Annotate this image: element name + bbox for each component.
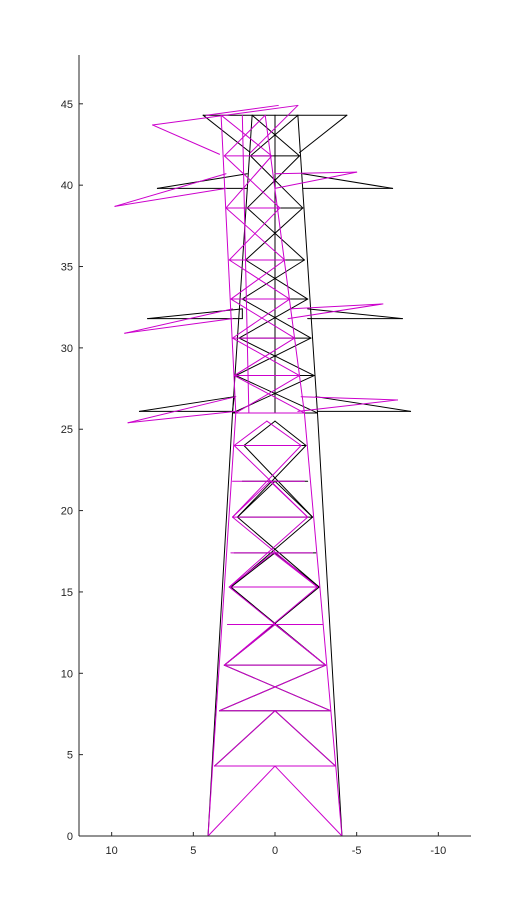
series-0-segment-51 [251, 114, 300, 157]
series-0-segment-0 [207, 412, 234, 837]
series-1-segment-11 [207, 765, 276, 837]
series-1-segment-62 [287, 303, 384, 320]
series-1-segment-64 [114, 187, 227, 207]
series-0-segment-69 [299, 114, 348, 154]
series-0-segment-41 [238, 337, 315, 377]
series-1-segment-67 [152, 104, 299, 126]
series-0-segment-53 [138, 396, 235, 412]
series-1-segment-41 [233, 375, 305, 414]
y-tick-label: 0 [67, 831, 73, 843]
series-1-segment-13 [214, 710, 276, 767]
series-0-segment-65 [302, 173, 394, 189]
series-1-segment-66 [274, 171, 358, 189]
series-1-segment-45 [230, 298, 296, 339]
series-1-segment-59 [124, 308, 234, 334]
series-1-segment-70 [205, 104, 279, 116]
series-1-segment-30 [266, 420, 302, 446]
series-1-segment-54 [241, 114, 250, 414]
series-0-segment-61 [307, 308, 403, 320]
series-0-segment-43 [241, 298, 312, 339]
series-1-segment-29 [233, 420, 268, 446]
y-tick-label: 15 [61, 587, 73, 599]
series-1-segment-51 [223, 155, 281, 209]
series-0 [138, 114, 412, 837]
series-1-segment-56 [127, 410, 237, 424]
series-0-segment-46 [245, 207, 304, 261]
series-layer [114, 104, 412, 837]
series-1-segment-32 [264, 114, 305, 414]
x-tick-label: 10 [106, 845, 118, 857]
series-0-segment-49 [250, 155, 304, 209]
series-1-segment-57 [300, 396, 398, 401]
series-1-segment-61 [289, 303, 384, 310]
series-0-segment-48 [246, 155, 300, 209]
x-tick-label: 0 [272, 845, 278, 857]
series-1-segment-65 [274, 171, 358, 175]
y-tick-label: 5 [67, 750, 73, 762]
series-1-segment-43 [232, 337, 300, 377]
y-tick-label: 45 [61, 99, 73, 111]
y-tick-label: 35 [61, 262, 73, 274]
y-tick-label: 30 [61, 343, 73, 355]
series-0-segment-45 [245, 259, 309, 300]
series-1-segment-23 [228, 516, 309, 588]
series-1-segment-48 [228, 207, 281, 261]
series-1-segment-28 [233, 445, 309, 518]
series-1-segment-27 [232, 445, 302, 518]
series-1-segment-20 [228, 586, 327, 666]
series-0-segment-55 [232, 396, 235, 412]
series-0-segment-47 [246, 207, 305, 261]
series-1-segment-47 [228, 259, 291, 300]
series-0-segment-50 [250, 114, 299, 157]
series-0-segment-1 [316, 412, 343, 837]
series-1-segment-55 [127, 396, 237, 424]
series-1-segment-12 [274, 765, 343, 837]
y-tick-label: 25 [61, 424, 73, 436]
series-1-segment-50 [225, 155, 273, 209]
series-1-segment-49 [225, 207, 286, 261]
series-1-segment-31 [220, 114, 237, 414]
y-ticks: 0 5 10 15 20 25 30 35 40 45 [61, 99, 83, 843]
series-1-segment-42 [233, 337, 296, 377]
series-1-segment-44 [232, 298, 291, 339]
y-tick-label: 20 [61, 506, 73, 518]
series-1-segment-21 [228, 552, 274, 588]
series-1-segment-24 [232, 516, 318, 588]
series-1-segment-14 [274, 710, 336, 767]
series-1-segment-40 [235, 375, 300, 414]
series-1-segment-69 [250, 104, 299, 154]
x-tick-label: -5 [352, 845, 362, 857]
series-0-segment-30 [297, 114, 318, 414]
series-1-segment-15 [218, 664, 327, 712]
series-1-segment-1 [303, 412, 343, 837]
series-1-segment-63 [114, 173, 227, 207]
x-tick-label: -10 [430, 845, 446, 857]
series-1-segment-58 [297, 399, 398, 412]
series-1-segment-19 [223, 586, 318, 666]
x-tick-label: 5 [190, 845, 196, 857]
series-0-segment-22 [236, 516, 320, 588]
series-0-segment-29 [232, 114, 253, 414]
series-1-segment-46 [230, 259, 286, 300]
y-tick-label: 40 [61, 180, 73, 192]
series-1 [114, 104, 398, 837]
series-1-segment-68 [152, 124, 220, 155]
series-1-segment-53 [220, 114, 273, 157]
series-0-segment-42 [238, 298, 309, 339]
series-0-segment-44 [241, 259, 305, 300]
series-1-segment-16 [223, 664, 332, 712]
x-ticks: 10 5 0 -5 -10 [106, 832, 446, 857]
series-1-segment-60 [124, 318, 234, 334]
series-0-segment-27 [243, 420, 276, 446]
y-tick-label: 10 [61, 668, 73, 680]
series-1-segment-52 [223, 114, 266, 157]
series-1-segment-0 [207, 412, 237, 837]
series-0-segment-28 [274, 420, 307, 446]
